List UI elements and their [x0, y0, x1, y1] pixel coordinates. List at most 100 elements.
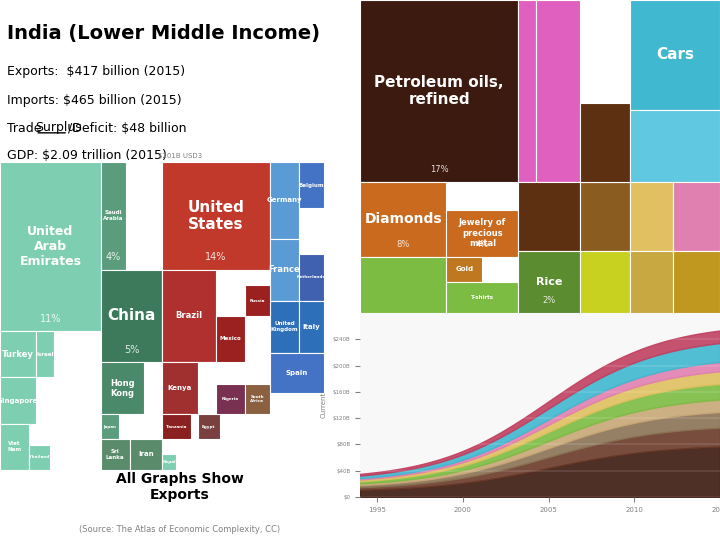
Text: Surplus: Surplus [35, 122, 82, 134]
Bar [216, 383, 245, 414]
Text: 4%: 4% [476, 240, 489, 249]
Text: Viet Nam: Viet Nam [7, 441, 22, 452]
Text: 8%: 8% [397, 240, 410, 249]
Text: Nigeria: Nigeria [222, 397, 239, 401]
Text: Nepal: Nepal [163, 460, 176, 464]
Bar [630, 251, 673, 313]
Text: Diamonds: Diamonds [364, 212, 442, 226]
Text: China: China [107, 308, 156, 323]
Text: 4%: 4% [106, 252, 121, 262]
Bar [580, 103, 630, 181]
Bar [0, 162, 101, 331]
Text: /Deficit: $48 billion: /Deficit: $48 billion [68, 122, 186, 134]
Text: Singapore: Singapore [0, 397, 38, 403]
Text: Tanzania: Tanzania [166, 424, 186, 429]
Bar [162, 162, 270, 269]
Text: Israel: Israel [36, 352, 54, 357]
Text: T-shirts: T-shirts [471, 295, 494, 300]
Text: Rice: Rice [536, 277, 562, 287]
Bar [162, 270, 216, 362]
Text: Spain: Spain [286, 370, 308, 376]
Bar [630, 110, 720, 181]
Text: Exports:  $417 billion (2015): Exports: $417 billion (2015) [7, 65, 185, 78]
Text: GDP: $2.09 trillion (2015): GDP: $2.09 trillion (2015) [7, 149, 167, 162]
Bar [101, 270, 162, 362]
Text: Mexico: Mexico [220, 336, 241, 341]
Bar [580, 181, 630, 251]
Text: India (Lower Middle Income): India (Lower Middle Income) [7, 24, 320, 43]
Text: Netherlands: Netherlands [297, 275, 326, 279]
Text: Jewelry of
precious
metal: Jewelry of precious metal [459, 219, 506, 248]
Bar [446, 257, 482, 282]
Text: 11%: 11% [40, 314, 61, 324]
Bar [630, 0, 720, 110]
Text: Gold: Gold [455, 266, 474, 272]
Bar [299, 162, 324, 208]
Text: $201B USD3: $201B USD3 [158, 153, 202, 159]
Text: France: France [269, 265, 300, 274]
Bar [360, 0, 518, 181]
Bar [360, 257, 446, 313]
Bar [518, 0, 536, 181]
Text: Imports: $465 billion (2015): Imports: $465 billion (2015) [7, 94, 182, 107]
Text: Kenya: Kenya [168, 385, 192, 392]
Bar [130, 439, 162, 470]
Text: 14%: 14% [205, 252, 227, 262]
Bar [673, 251, 720, 313]
Y-axis label: Current: Current [321, 392, 327, 418]
Text: Egypt: Egypt [202, 424, 215, 429]
Text: Brazil: Brazil [176, 312, 202, 320]
Text: Saudi
Arabia: Saudi Arabia [103, 211, 124, 221]
Text: Russia: Russia [250, 299, 265, 302]
Bar [36, 331, 54, 377]
Text: Turkey: Turkey [2, 350, 34, 359]
Bar [101, 414, 119, 439]
Text: Iran: Iran [138, 451, 153, 457]
Text: 5%: 5% [124, 345, 139, 355]
Bar [446, 210, 518, 257]
Bar [518, 181, 580, 251]
Bar [0, 331, 36, 377]
Text: Germany: Germany [266, 198, 302, 204]
Bar [245, 285, 270, 316]
Text: Hong
Kong: Hong Kong [110, 379, 135, 398]
Bar [270, 239, 299, 300]
Bar [673, 181, 720, 251]
Text: 2%: 2% [542, 296, 556, 305]
Bar [299, 254, 324, 300]
Bar [360, 181, 446, 257]
Text: United
Kingdom: United Kingdom [271, 321, 298, 332]
Bar [518, 251, 580, 313]
Bar [216, 316, 245, 362]
Text: Cars: Cars [656, 48, 694, 62]
Text: (Source: The Atlas of Economic Complexity, CC): (Source: The Atlas of Economic Complexit… [79, 525, 281, 534]
Bar [101, 362, 144, 414]
Text: Sri
Lanka: Sri Lanka [106, 449, 125, 460]
Bar [270, 162, 299, 239]
Bar [245, 383, 270, 414]
Bar [162, 455, 176, 470]
Bar [630, 181, 673, 251]
Bar [101, 439, 130, 470]
Bar [270, 353, 324, 393]
Bar [270, 300, 299, 353]
Text: All Graphs Show
Exports: All Graphs Show Exports [116, 472, 244, 502]
Text: Italy: Italy [302, 323, 320, 330]
Text: Petroleum oils,
refined: Petroleum oils, refined [374, 75, 504, 107]
Bar [0, 377, 36, 423]
Bar [162, 362, 198, 414]
Text: South
Africa: South Africa [251, 395, 264, 403]
Text: 17%: 17% [430, 165, 449, 174]
Bar [536, 0, 580, 181]
Text: United
Arab
Emirates: United Arab Emirates [19, 225, 81, 268]
Bar [29, 445, 50, 470]
Bar [162, 414, 191, 439]
Text: United
States: United States [188, 200, 244, 232]
Bar [198, 414, 220, 439]
Bar [299, 300, 324, 353]
Text: Thailand: Thailand [30, 455, 50, 460]
Bar [580, 251, 630, 313]
Text: Japan: Japan [103, 424, 117, 429]
Text: Belgium: Belgium [299, 183, 324, 187]
Bar [0, 423, 29, 470]
